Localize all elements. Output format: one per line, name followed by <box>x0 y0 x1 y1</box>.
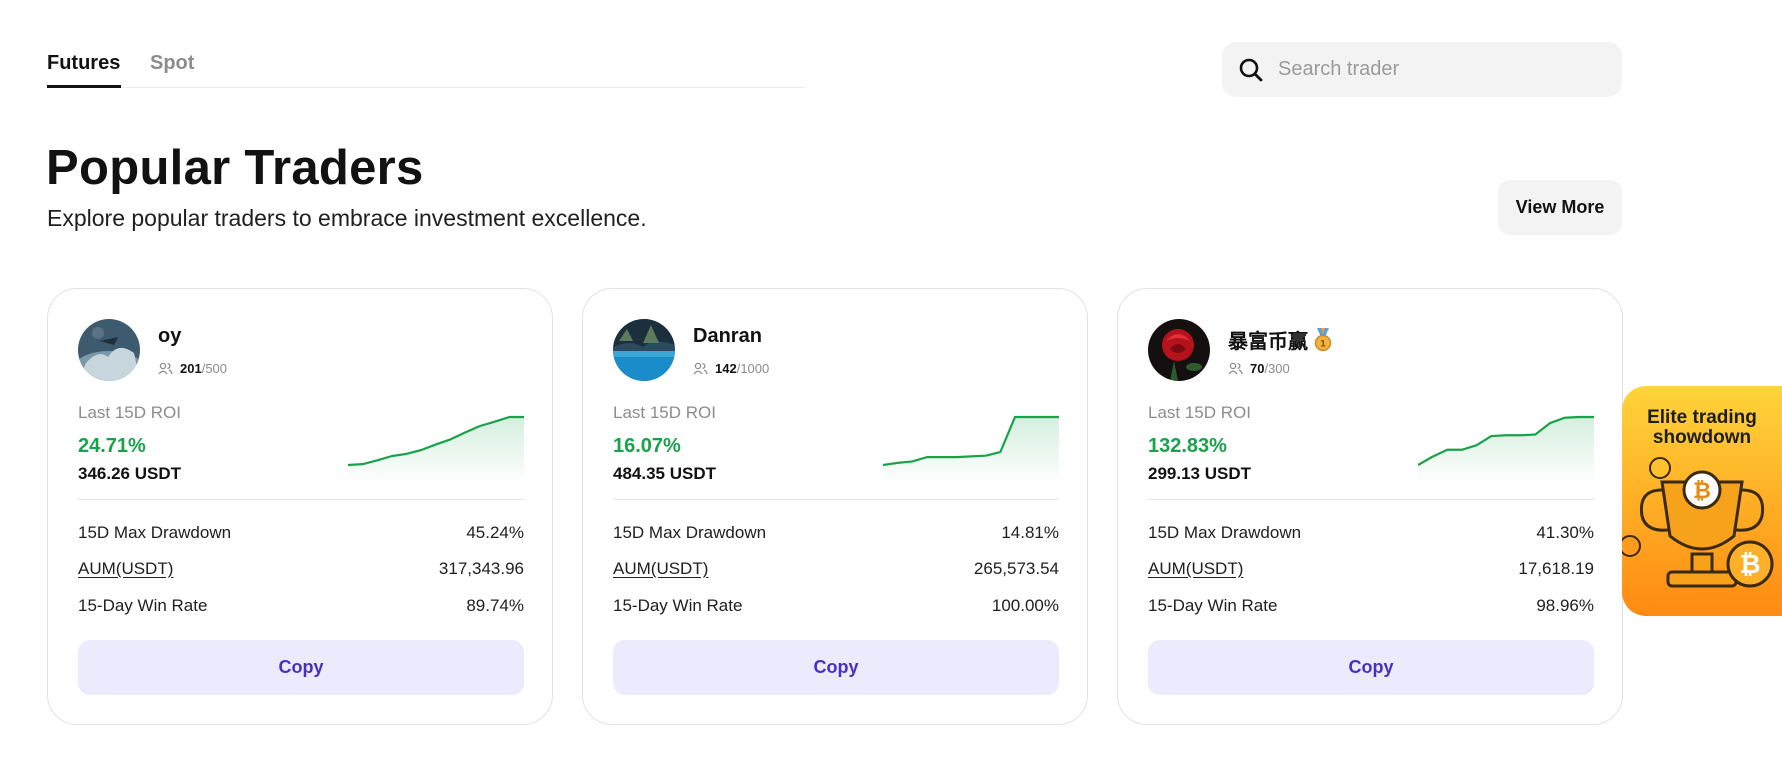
trader-name[interactable]: 暴富币赢 1 <box>1228 325 1334 354</box>
trader-name-text: 暴富币赢 <box>1228 331 1308 353</box>
stat-label-aum[interactable]: AUM(USDT) <box>613 559 709 578</box>
sparkline-line <box>883 415 1059 467</box>
stat-max-drawdown: 15D Max Drawdown 41.30% <box>1148 523 1594 543</box>
stat-max-drawdown: 15D Max Drawdown 45.24% <box>78 523 524 543</box>
people-icon <box>158 362 173 375</box>
copy-button[interactable]: Copy <box>1148 640 1594 695</box>
copy-button[interactable]: Copy <box>613 640 1059 695</box>
trader-name[interactable]: Danran <box>693 325 762 348</box>
svg-text:₿: ₿ <box>1739 550 1760 580</box>
trader-name-text: Danran <box>693 325 762 347</box>
stat-aum: AUM(USDT) 265,573.54 <box>613 559 1059 579</box>
avatar[interactable] <box>78 319 140 381</box>
stat-value: 89.74% <box>466 596 524 615</box>
trader-card[interactable]: oy 201/500 Last 15D ROI 24.71% 346.26 US… <box>47 288 553 725</box>
roi-sparkline <box>883 415 1059 485</box>
followers-count: 70/300 <box>1228 361 1290 376</box>
svg-text:₿: ₿ <box>1693 479 1711 504</box>
promo-text: Elite trading showdown <box>1647 407 1757 448</box>
pnl-value: 299.13 USDT <box>1148 464 1251 483</box>
avatar[interactable] <box>613 319 675 381</box>
copy-button[interactable]: Copy <box>78 640 524 695</box>
tab-futures[interactable]: Futures <box>47 52 121 74</box>
page-title: Popular Traders <box>46 141 424 195</box>
trophy-icon: ₿ ₿ <box>1622 386 1782 616</box>
divider <box>613 499 1059 500</box>
search-box[interactable] <box>1222 42 1622 97</box>
followers-current: 70 <box>1250 361 1265 376</box>
roi-label: Last 15D ROI <box>78 403 181 422</box>
sparkline-line <box>348 415 524 467</box>
followers-current: 142 <box>715 361 737 376</box>
svg-text:1: 1 <box>1320 339 1326 349</box>
stat-label: 15D Max Drawdown <box>613 523 767 542</box>
people-icon <box>1228 362 1243 375</box>
roi-value: 132.83% <box>1148 435 1227 457</box>
view-more-button[interactable]: View More <box>1498 180 1622 235</box>
trader-name-text: oy <box>158 325 182 347</box>
stat-value: 98.96% <box>1536 596 1594 615</box>
stat-label: 15-Day Win Rate <box>78 596 208 615</box>
stat-label-aum[interactable]: AUM(USDT) <box>1148 559 1244 578</box>
divider <box>1148 499 1594 500</box>
roi-value: 16.07% <box>613 435 681 457</box>
sparkline-area <box>348 417 524 485</box>
search-input[interactable] <box>1278 58 1598 81</box>
sparkline-line <box>1418 415 1594 466</box>
trader-name[interactable]: oy <box>158 325 181 348</box>
roi-value: 24.71% <box>78 435 146 457</box>
roi-sparkline <box>1418 415 1594 485</box>
stat-label: 15-Day Win Rate <box>1148 596 1278 615</box>
followers-count: 201/500 <box>158 361 227 376</box>
avatar[interactable] <box>1148 319 1210 381</box>
market-tabs: Futures Spot <box>47 52 805 88</box>
pnl-value: 484.35 USDT <box>613 464 716 483</box>
medal-icon: 1 <box>1312 327 1334 352</box>
followers-current: 201 <box>180 361 202 376</box>
stat-value: 41.30% <box>1536 523 1594 542</box>
sparkline-area <box>1418 417 1594 485</box>
roi-label: Last 15D ROI <box>613 403 716 422</box>
stat-aum: AUM(USDT) 17,618.19 <box>1148 559 1594 579</box>
divider <box>78 499 524 500</box>
roi-label: Last 15D ROI <box>1148 403 1251 422</box>
stat-value: 14.81% <box>1001 523 1059 542</box>
sparkline-area <box>883 417 1059 485</box>
stat-label: 15D Max Drawdown <box>78 523 232 542</box>
trader-card[interactable]: Danran 142/1000 Last 15D ROI 16.07% 484.… <box>582 288 1088 725</box>
followers-max: /300 <box>1264 361 1290 376</box>
stat-label: 15-Day Win Rate <box>613 596 743 615</box>
page-subtitle: Explore popular traders to embrace inves… <box>47 205 647 231</box>
stat-win-rate: 15-Day Win Rate 98.96% <box>1148 596 1594 616</box>
stat-value: 17,618.19 <box>1518 559 1594 578</box>
stat-label: 15D Max Drawdown <box>1148 523 1302 542</box>
stat-value: 45.24% <box>466 523 524 542</box>
followers-max: /500 <box>201 361 228 376</box>
stat-aum: AUM(USDT) 317,343.96 <box>78 559 524 579</box>
stat-max-drawdown: 15D Max Drawdown 14.81% <box>613 523 1059 543</box>
trader-card[interactable]: 暴富币赢 1 70/300 Last 15D ROI 132.83% 299.1… <box>1117 288 1623 725</box>
pnl-value: 346.26 USDT <box>78 464 181 483</box>
stat-value: 265,573.54 <box>973 559 1059 578</box>
followers-max: /1000 <box>736 361 770 376</box>
people-icon <box>693 362 708 375</box>
promo-banner[interactable]: ₿ ₿ Elite trading showdown <box>1622 386 1782 616</box>
stat-value: 317,343.96 <box>438 559 524 578</box>
stat-value: 100.00% <box>991 596 1059 615</box>
followers-count: 142/1000 <box>693 361 769 376</box>
search-icon <box>1238 57 1264 83</box>
roi-sparkline <box>348 415 524 485</box>
stat-label-aum[interactable]: AUM(USDT) <box>78 559 174 578</box>
stat-win-rate: 15-Day Win Rate 89.74% <box>78 596 524 616</box>
active-tab-indicator <box>47 85 121 88</box>
tab-spot[interactable]: Spot <box>150 52 195 74</box>
stat-win-rate: 15-Day Win Rate 100.00% <box>613 596 1059 616</box>
